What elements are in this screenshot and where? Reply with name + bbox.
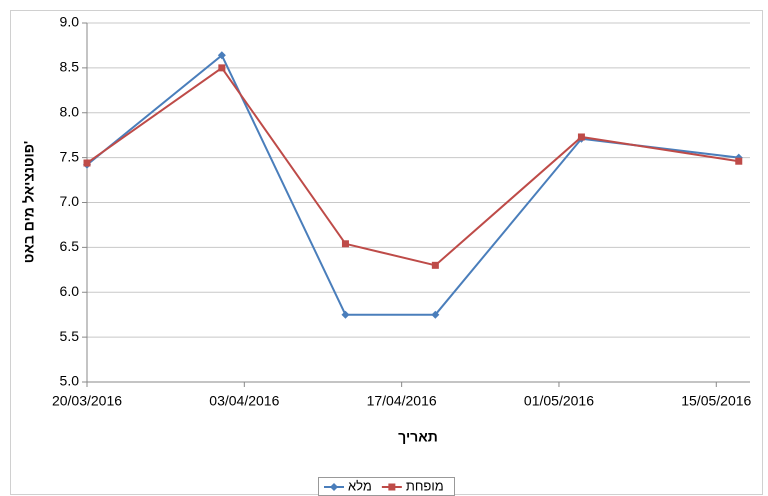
y-tick-label: 8.5 xyxy=(60,59,80,75)
marker xyxy=(217,51,226,60)
marker xyxy=(218,64,226,72)
x-tick-label: 17/04/2016 xyxy=(367,393,437,409)
y-tick-label: 6.5 xyxy=(60,238,80,254)
marker xyxy=(341,240,349,248)
y-tick-label: 6.0 xyxy=(60,283,80,299)
legend-label: מלא xyxy=(348,478,372,493)
marker xyxy=(83,159,91,167)
y-tick-label: 5.5 xyxy=(60,328,80,344)
marker xyxy=(431,310,440,319)
marker xyxy=(341,310,350,319)
x-tick-label: 20/03/2016 xyxy=(52,393,122,409)
marker xyxy=(735,157,743,165)
x-tick-label: 01/05/2016 xyxy=(524,393,594,409)
series-line xyxy=(86,66,739,267)
marker xyxy=(431,261,439,269)
legend-label: מופחת xyxy=(406,478,444,493)
chart-border xyxy=(10,10,763,495)
x-tick-label: 15/05/2016 xyxy=(681,393,751,409)
y-tick-label: 7.0 xyxy=(60,193,80,209)
marker xyxy=(577,133,585,141)
y-tick-label: 8.0 xyxy=(60,103,80,119)
y-tick-label: 7.5 xyxy=(60,148,80,164)
marker xyxy=(330,483,338,491)
y-tick-label: 9.0 xyxy=(60,14,80,30)
marker xyxy=(388,483,396,491)
y-tick-label: 5.0 xyxy=(60,373,80,389)
x-tick-label: 03/04/2016 xyxy=(209,393,279,409)
y-axis-label: פוטנציאל מים באט' xyxy=(21,141,37,264)
x-axis-label: תאריך xyxy=(398,429,438,445)
